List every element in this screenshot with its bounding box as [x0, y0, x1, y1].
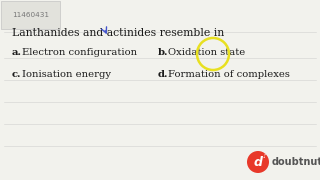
Text: Lanthanides and actinides resemble in: Lanthanides and actinides resemble in	[12, 28, 224, 38]
Text: Ionisation energy: Ionisation energy	[22, 70, 111, 79]
Circle shape	[247, 151, 269, 173]
Text: b.: b.	[158, 48, 169, 57]
Text: ♪: ♪	[262, 154, 266, 159]
Text: d: d	[253, 156, 262, 168]
Text: d.: d.	[158, 70, 169, 79]
Text: 11460431: 11460431	[12, 12, 49, 18]
Text: Formation of complexes: Formation of complexes	[168, 70, 290, 79]
Text: doubtnut: doubtnut	[272, 157, 320, 167]
Text: Oxidation state: Oxidation state	[168, 48, 245, 57]
Text: Electron configuration: Electron configuration	[22, 48, 137, 57]
Text: a.: a.	[12, 48, 22, 57]
Text: c.: c.	[12, 70, 21, 79]
